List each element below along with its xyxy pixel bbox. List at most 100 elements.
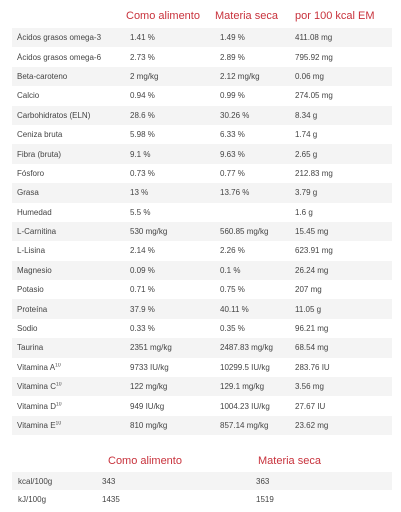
- table-row: L-Lisina 2.14 % 2.26 % 623.91 mg: [12, 241, 392, 260]
- value-dry-matter: 1004.23 IU/kg: [220, 401, 270, 411]
- value-per-100kcal: 2.65 g: [295, 149, 318, 159]
- value-dry-matter: 0.77 %: [220, 168, 245, 178]
- footnote-marker: 10: [55, 362, 61, 369]
- energy-dry-matter: 363: [256, 476, 270, 486]
- value-dry-matter: 10299.5 IU/kg: [220, 362, 270, 372]
- value-as-fed: 13 %: [130, 188, 149, 198]
- value-as-fed: 530 mg/kg: [130, 227, 168, 237]
- value-as-fed: 2351 mg/kg: [130, 343, 172, 353]
- nutrient-name: Calcio: [17, 91, 40, 101]
- value-as-fed: 810 mg/kg: [130, 421, 168, 430]
- value-dry-matter: 0.75 %: [220, 285, 245, 295]
- table-row: L-Carnitina 530 mg/kg 560.85 mg/kg 15.45 mg: [12, 221, 392, 242]
- value-per-100kcal: 3.56 mg: [295, 382, 324, 392]
- footnote-marker: 10: [55, 401, 62, 407]
- table-row: Magnesio 0.09 % 0.1 % 26.24 mg: [12, 260, 392, 281]
- nutrient-name: Vitamina A10: [17, 362, 61, 372]
- nutrient-name: Taurina: [17, 343, 44, 353]
- table-row: Proteína 37.9 % 40.11 % 11.05 g: [12, 299, 392, 319]
- value-dry-matter: 6.33 %: [220, 130, 245, 140]
- nutrient-name: Vitamina C10: [17, 382, 62, 392]
- table-row: Ceniza bruta 5.98 % 6.33 % 1.74 g: [12, 125, 392, 144]
- nutrient-name: Carbohidratos (ELN): [17, 110, 91, 120]
- nutrient-name: Vitamina D10: [17, 401, 62, 411]
- table-row: Sodio 0.33 % 0.35 % 96.21 mg: [12, 319, 392, 338]
- value-as-fed: 949 IU/kg: [130, 401, 165, 411]
- value-per-100kcal: 212.83 mg: [295, 168, 333, 178]
- footnote-marker: 10: [55, 382, 62, 388]
- nutrient-table: Ácidos grasos omega-3 1.41 % 1.49 % 411.08 …: [12, 28, 392, 436]
- value-as-fed: 0.73 %: [130, 168, 155, 178]
- nutrient-name: Fósforo: [17, 168, 45, 178]
- value-dry-matter: 129.1 mg/kg: [220, 382, 265, 392]
- nutrient-name: Beta-caroteno: [17, 71, 68, 81]
- value-dry-matter: 1.49 %: [220, 33, 245, 43]
- table-row: Potasio 0.71 % 0.75 % 207 mg: [12, 280, 392, 299]
- energy-unit: kcal/100g: [18, 476, 53, 486]
- value-dry-matter: 13.76 %: [220, 188, 250, 198]
- table-row: Vitamina E10 810 mg/kg 857.14 mg/kg 23.62 m…: [12, 415, 392, 436]
- table-row: Vitamina A10 9733 IU/kg 10299.5 IU/kg 283.7…: [12, 358, 392, 377]
- value-per-100kcal: 795.92 mg: [295, 52, 333, 62]
- value-dry-matter: 0.99 %: [220, 91, 245, 101]
- nutrient-name: Humedad: [17, 207, 52, 217]
- value-as-fed: 5.5 %: [130, 207, 151, 217]
- value-per-100kcal: 96.21 mg: [295, 324, 329, 334]
- nutrient-name: L-Lisina: [17, 246, 46, 256]
- value-per-100kcal: 26.24 mg: [295, 265, 329, 275]
- value-per-100kcal: 1.6 g: [295, 207, 313, 217]
- value-dry-matter: 2.26 %: [220, 246, 245, 256]
- value-as-fed: 9733 IU/kg: [130, 362, 169, 372]
- value-per-100kcal: 8.34 g: [295, 110, 318, 120]
- value-per-100kcal: 23.62 mg: [295, 421, 329, 430]
- value-dry-matter: 2487.83 mg/kg: [220, 343, 273, 353]
- value-per-100kcal: 68.54 mg: [295, 343, 329, 353]
- table-row: kcal/100g 343 363: [12, 472, 392, 490]
- nutrient-name: Grasa: [17, 188, 39, 198]
- value-dry-matter: 0.1 %: [220, 265, 241, 275]
- value-as-fed: 1.41 %: [130, 33, 155, 43]
- energy-unit: kJ/100g: [18, 494, 47, 504]
- value-as-fed: 0.33 %: [130, 324, 155, 334]
- value-dry-matter: 857.14 mg/kg: [220, 421, 269, 430]
- value-per-100kcal: 1.74 g: [295, 130, 318, 140]
- energy-table: kcal/100g 343 363 kJ/100g 1435 1519: [12, 472, 392, 508]
- value-dry-matter: 30.26 %: [220, 110, 250, 120]
- nutrient-name: Proteína: [17, 304, 48, 314]
- nutrient-name: Magnesio: [17, 265, 52, 275]
- value-per-100kcal: 15.45 mg: [295, 227, 329, 237]
- value-per-100kcal: 0.06 mg: [295, 71, 324, 81]
- value-per-100kcal: 11.05 g: [295, 304, 322, 314]
- table-row: Grasa 13 % 13.76 % 3.79 g: [12, 183, 392, 203]
- table-row: kJ/100g 1435 1519: [12, 490, 392, 508]
- value-as-fed: 122 mg/kg: [130, 382, 168, 392]
- table-row: Ácidos grasos omega-6 2.73 % 2.89 % 795.92 …: [12, 47, 392, 66]
- value-as-fed: 37.9 %: [130, 304, 155, 314]
- value-as-fed: 0.09 %: [130, 265, 155, 275]
- table-row: Beta-caroteno 2 mg/kg 2.12 mg/kg 0.06 mg: [12, 66, 392, 87]
- value-dry-matter: 40.11 %: [220, 304, 249, 314]
- value-per-100kcal: 274.05 mg: [295, 91, 333, 101]
- energy-dry-matter: 1519: [256, 494, 274, 504]
- footnote-marker: 10: [55, 421, 62, 427]
- nutrient-name: Ácidos grasos omega-6: [17, 52, 102, 62]
- nutrient-name: Ácidos grasos omega-3: [17, 33, 102, 43]
- value-as-fed: 0.71 %: [130, 285, 155, 295]
- table-row: Fibra (bruta) 9.1 % 9.63 % 2.65 g: [12, 144, 392, 164]
- energy-as-fed: 343: [102, 476, 116, 486]
- table-row: Ácidos grasos omega-3 1.41 % 1.49 % 411.08 …: [12, 28, 392, 48]
- nutrient-name: Vitamina E10: [17, 421, 62, 430]
- table-row: Carbohidratos (ELN) 28.6 % 30.26 % 8.34 g: [12, 105, 392, 125]
- value-as-fed: 28.6 %: [130, 110, 155, 120]
- value-per-100kcal: 27.67 IU: [295, 401, 326, 411]
- col-header-como-alimento: Como alimento: [126, 10, 200, 22]
- value-as-fed: 0.94 %: [130, 91, 155, 101]
- energy-as-fed: 1435: [102, 494, 120, 504]
- table-row: Humedad 5.5 % 1.6 g: [12, 203, 392, 222]
- table-row: Vitamina D10 949 IU/kg 1004.23 IU/kg 27.67 …: [12, 396, 392, 415]
- value-as-fed: 5.98 %: [130, 130, 155, 140]
- value-per-100kcal: 623.91 mg: [295, 246, 333, 256]
- table-row: Fósforo 0.73 % 0.77 % 212.83 mg: [12, 164, 392, 183]
- value-dry-matter: 2.12 mg/kg: [220, 71, 260, 81]
- value-dry-matter: 560.85 mg/kg: [220, 227, 269, 237]
